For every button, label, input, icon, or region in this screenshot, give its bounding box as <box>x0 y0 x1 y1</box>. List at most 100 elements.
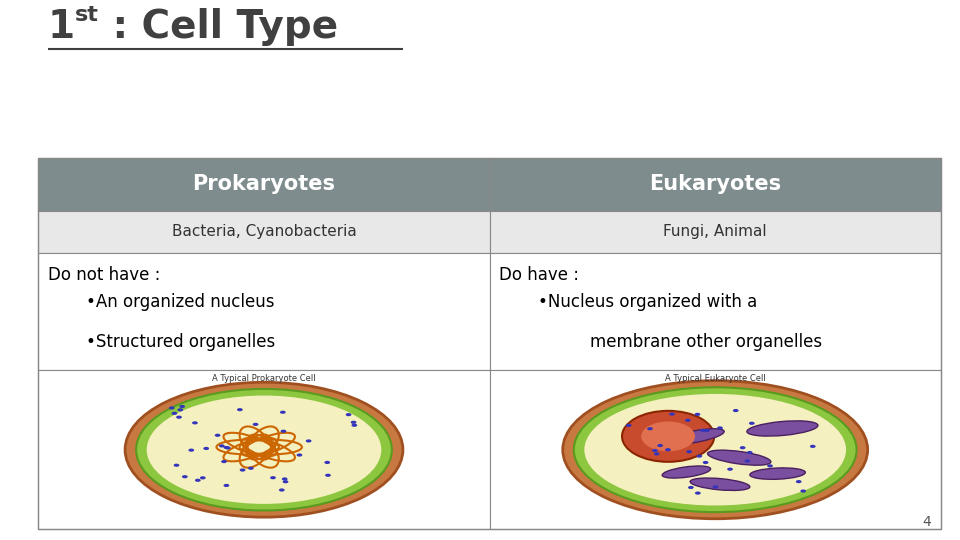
Circle shape <box>182 475 188 478</box>
Circle shape <box>695 491 701 495</box>
Bar <box>490 211 941 253</box>
Circle shape <box>305 440 311 443</box>
Circle shape <box>188 449 194 452</box>
Bar <box>490 158 941 211</box>
Bar <box>38 370 490 529</box>
Ellipse shape <box>708 450 771 465</box>
Circle shape <box>195 478 201 482</box>
Ellipse shape <box>585 394 846 505</box>
Text: •An organized nucleus: •An organized nucleus <box>86 293 275 311</box>
Circle shape <box>658 444 663 447</box>
Circle shape <box>324 461 330 464</box>
Circle shape <box>732 409 738 412</box>
Circle shape <box>727 468 732 471</box>
Circle shape <box>215 434 221 437</box>
Text: Do not have :: Do not have : <box>48 266 160 285</box>
Ellipse shape <box>574 387 856 512</box>
Circle shape <box>270 476 276 480</box>
Circle shape <box>252 423 258 426</box>
Ellipse shape <box>668 429 724 444</box>
Circle shape <box>740 446 746 449</box>
Circle shape <box>221 460 227 463</box>
Circle shape <box>684 418 690 422</box>
Circle shape <box>280 430 286 433</box>
Circle shape <box>641 421 695 451</box>
Circle shape <box>169 407 175 409</box>
Circle shape <box>696 455 702 458</box>
Circle shape <box>350 421 356 424</box>
Text: st: st <box>75 5 99 25</box>
Circle shape <box>178 408 183 411</box>
Circle shape <box>717 427 723 429</box>
Circle shape <box>279 488 285 491</box>
Circle shape <box>665 448 671 451</box>
Text: 4: 4 <box>923 515 931 529</box>
Text: A Typical Prokaryote Cell: A Typical Prokaryote Cell <box>212 374 316 383</box>
Circle shape <box>219 444 225 448</box>
Circle shape <box>174 464 180 467</box>
Circle shape <box>688 486 694 489</box>
Circle shape <box>224 484 229 487</box>
Circle shape <box>225 447 230 449</box>
Circle shape <box>240 468 246 471</box>
Bar <box>38 158 490 211</box>
Circle shape <box>176 416 181 419</box>
Circle shape <box>712 485 718 489</box>
Circle shape <box>200 476 205 480</box>
Text: A Typical Eukaryote Cell: A Typical Eukaryote Cell <box>665 374 765 383</box>
Circle shape <box>747 451 753 454</box>
Circle shape <box>669 413 675 416</box>
Text: •Structured organelles: •Structured organelles <box>86 333 276 351</box>
Circle shape <box>248 467 253 470</box>
Circle shape <box>694 413 700 416</box>
Bar <box>490 253 941 370</box>
Circle shape <box>237 408 243 411</box>
Circle shape <box>280 410 286 414</box>
Ellipse shape <box>747 421 818 436</box>
Text: Fungi, Animal: Fungi, Animal <box>663 225 767 239</box>
Ellipse shape <box>662 466 710 478</box>
Ellipse shape <box>750 468 805 480</box>
Ellipse shape <box>147 395 381 504</box>
Text: Eukaryotes: Eukaryotes <box>649 174 781 194</box>
Circle shape <box>297 454 302 457</box>
Circle shape <box>744 460 750 463</box>
Bar <box>38 211 490 253</box>
Circle shape <box>626 424 632 427</box>
Circle shape <box>282 477 288 481</box>
Ellipse shape <box>563 381 868 519</box>
Circle shape <box>346 413 351 416</box>
Circle shape <box>652 449 658 452</box>
Circle shape <box>749 422 755 425</box>
Circle shape <box>654 453 660 455</box>
Circle shape <box>810 445 816 448</box>
Bar <box>38 158 941 529</box>
Circle shape <box>172 412 178 415</box>
Text: Do have :: Do have : <box>499 266 579 285</box>
Circle shape <box>282 480 288 483</box>
Circle shape <box>647 427 653 430</box>
Circle shape <box>796 480 802 483</box>
Circle shape <box>325 474 331 477</box>
Circle shape <box>767 464 773 468</box>
Bar <box>490 370 941 529</box>
Circle shape <box>686 450 692 453</box>
Circle shape <box>180 405 185 408</box>
Circle shape <box>622 411 714 462</box>
Circle shape <box>704 429 709 432</box>
Text: membrane other organelles: membrane other organelles <box>590 333 823 351</box>
Text: 1: 1 <box>48 8 75 46</box>
Text: : Cell Type: : Cell Type <box>99 8 338 46</box>
Text: Bacteria, Cyanobacteria: Bacteria, Cyanobacteria <box>172 225 356 239</box>
Circle shape <box>703 461 708 464</box>
Circle shape <box>224 446 229 449</box>
Circle shape <box>801 489 806 492</box>
Circle shape <box>204 447 209 450</box>
Ellipse shape <box>690 478 750 490</box>
Circle shape <box>700 429 706 432</box>
Circle shape <box>351 424 357 427</box>
Text: •Nucleus organized with a: •Nucleus organized with a <box>538 293 756 311</box>
Bar <box>38 253 490 370</box>
Circle shape <box>192 421 198 424</box>
Ellipse shape <box>125 382 403 517</box>
